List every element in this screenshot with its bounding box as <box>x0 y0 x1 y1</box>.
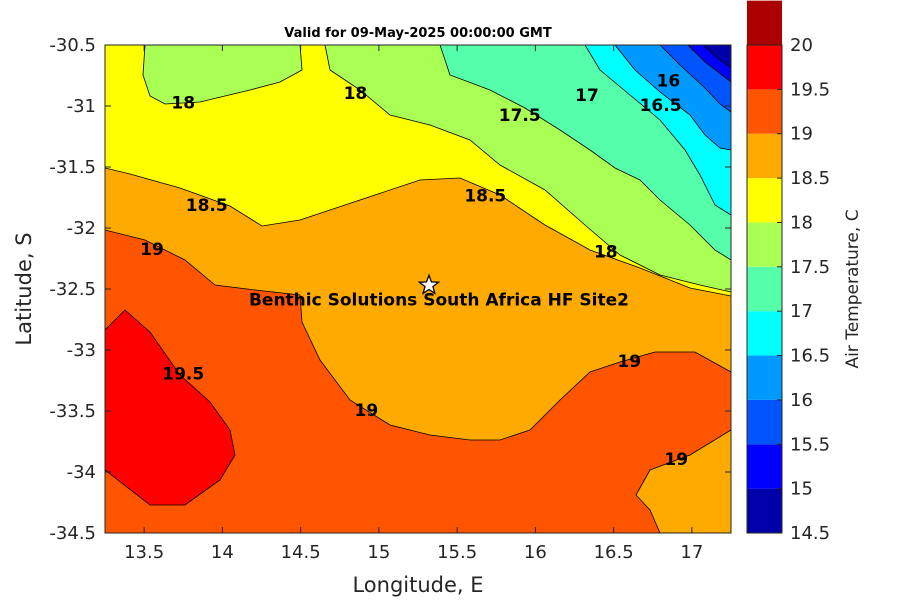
colorbar-segment <box>747 355 782 400</box>
band-19-19.5 <box>105 229 731 533</box>
colorbar-ticks: 14.5 15 15.5 16 16.5 17 17.5 18 18.5 19 19.5 20 <box>777 35 830 544</box>
contour-label: 18 <box>344 84 368 104</box>
x-axis-label: Longitude, E <box>352 573 483 597</box>
y-tick-label: -31 <box>67 96 96 117</box>
contour-labels: 18 18 17.5 17 16 16.5 18.5 18.5 18 19 19.5 19 19 19 <box>140 72 688 470</box>
colorbar-tick-label: 19 <box>790 124 813 145</box>
colorbar-segment <box>747 488 782 533</box>
y-tick-label: -30.5 <box>49 35 96 56</box>
colorbar-tick-label: 16.5 <box>790 346 830 367</box>
colorbar-tick-label: 17.5 <box>790 257 830 278</box>
band-19.5-20 <box>105 309 236 506</box>
colorbar-tick-label: 15.5 <box>790 434 830 455</box>
x-tick-label: 16.5 <box>594 542 634 563</box>
colorbar-tick-label: 16 <box>790 390 813 411</box>
x-tick-label: 14 <box>211 542 234 563</box>
colorbar-segment <box>747 266 782 312</box>
site-label: Benthic Solutions South Africa HF Site2 <box>249 290 629 310</box>
x-tick-label: 17 <box>680 542 703 563</box>
contour-label: 19 <box>617 352 641 372</box>
y-tick-label: -34 <box>67 462 96 483</box>
contour-label: 17 <box>575 86 599 106</box>
colorbar-label: Air Temperature, C <box>843 209 863 368</box>
y-tick-label: -32.5 <box>49 279 96 300</box>
colorbar-tick-label: 17 <box>790 301 813 322</box>
colorbar-tick-label: 20 <box>790 35 813 56</box>
y-tick-label: -34.5 <box>49 523 96 544</box>
colorbar-tick-label: 18.5 <box>790 168 830 189</box>
contour-label: 19 <box>664 450 688 470</box>
contour-label: 18 <box>171 94 195 114</box>
x-axis-ticks: 13.5 14 14.5 15 15.5 16 16.5 17 <box>124 45 703 563</box>
colorbar-tick-label: 18 <box>790 212 813 233</box>
colorbar-segment <box>747 222 782 267</box>
contour-label: 17.5 <box>499 106 541 126</box>
colorbar-segment <box>747 311 782 356</box>
contour-label: 18 <box>594 242 618 262</box>
colorbar-segment <box>747 178 782 223</box>
y-axis-label: Latitude, S <box>12 232 36 345</box>
colorbar-tick-label: 19.5 <box>790 79 830 100</box>
contour-label: 18.5 <box>464 186 506 206</box>
band-17.5-18-north <box>142 45 303 105</box>
x-tick-label: 15.5 <box>437 542 477 563</box>
site-star-icon <box>417 273 441 295</box>
y-tick-label: -31.5 <box>49 157 96 178</box>
y-axis-ticks: -30.5 -31 -31.5 -32 -32.5 -33 -33.5 -34 -34.5 <box>49 35 731 544</box>
contour-plot-area: 18 18 17.5 17 16 16.5 18.5 18.5 18 19 19.5 19 19 19 B… <box>105 45 731 533</box>
colorbar-frame <box>746 44 783 534</box>
colorbar-segment <box>747 45 782 90</box>
x-tick-label: 13.5 <box>124 542 164 563</box>
site-layer: Benthic Solutions South Africa HF Site2 <box>249 273 629 310</box>
contour-label: 16.5 <box>640 96 682 116</box>
colorbar <box>747 0 782 533</box>
colorbar-segment <box>747 89 782 134</box>
colorbar-segment <box>747 399 782 445</box>
contour-label: 19 <box>140 240 164 260</box>
colorbar-tick-label: 15 <box>790 479 813 500</box>
y-tick-label: -33 <box>67 340 96 361</box>
contour-label: 19 <box>355 401 379 421</box>
contour-label: 18.5 <box>186 196 228 216</box>
x-tick-label: 16 <box>524 542 547 563</box>
colorbar-segment <box>747 444 782 489</box>
contour-label: 16 <box>657 72 681 92</box>
x-tick-label: 15 <box>367 542 390 563</box>
chart-title: Valid for 09-May-2025 00:00:00 GMT <box>284 26 552 41</box>
y-tick-label: -33.5 <box>49 401 96 422</box>
band-14.5-15 <box>702 45 731 69</box>
contour-label: 19.5 <box>162 364 204 384</box>
x-tick-label: 14.5 <box>281 542 321 563</box>
y-tick-label: -32 <box>67 218 96 239</box>
colorbar-tick-label: 14.5 <box>790 523 830 544</box>
colorbar-segment <box>747 133 782 179</box>
colorbar-segment <box>747 0 782 45</box>
